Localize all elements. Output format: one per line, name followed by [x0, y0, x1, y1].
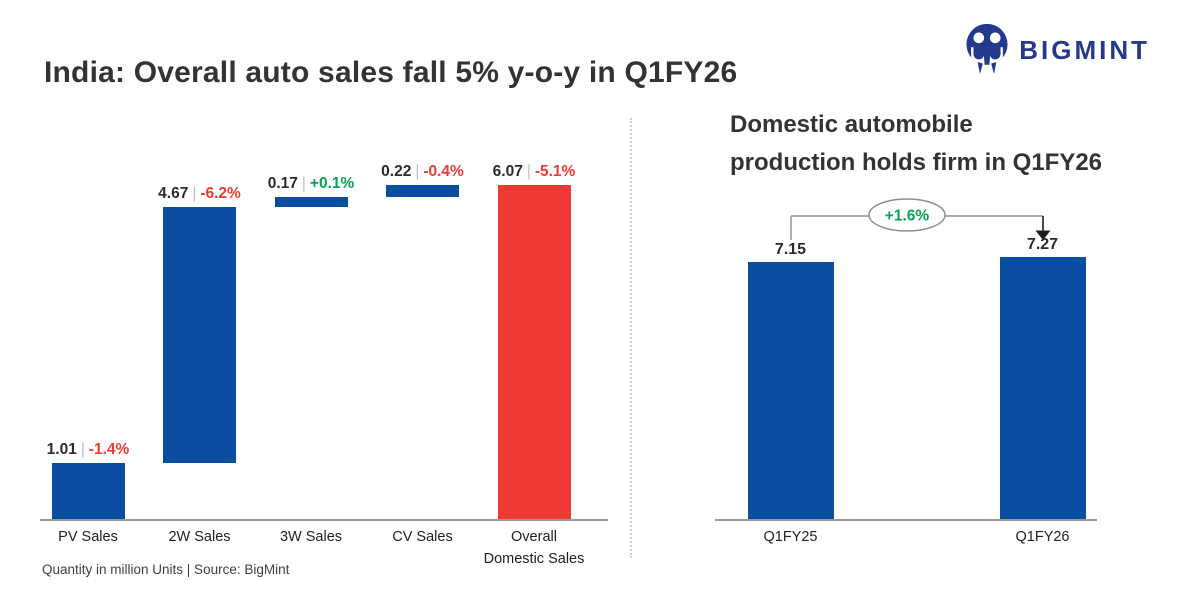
right-chart-title-line1: Domestic automobile — [730, 111, 973, 138]
tick-label-q1fy25: Q1FY25 — [763, 529, 818, 545]
yoy-change-text: -6.2% — [200, 184, 241, 202]
value-label-2w-sales: 4.67 | -6.2% — [115, 185, 285, 203]
label-separator: | — [415, 163, 420, 181]
bigmint-logo: BIGMINT — [964, 22, 1150, 78]
bigmint-logo-icon — [966, 23, 1008, 75]
tick-label-cv-sales: CV Sales — [392, 529, 453, 545]
value-text: 7.27 — [1026, 236, 1059, 254]
label-separator: | — [526, 163, 531, 181]
panel-divider — [630, 118, 632, 558]
label-separator: | — [301, 175, 306, 193]
value-text: 0.22 — [381, 163, 412, 181]
bar-q1fy26 — [999, 257, 1086, 519]
auto-sales-waterfall-chart: 1.01 | -1.4% PV Sales 4.67 | -6.2% 2W Sales 0.17… — [40, 140, 608, 567]
label-separator: | — [192, 184, 197, 202]
bar-pv-sales — [51, 463, 125, 519]
value-text: 0.17 — [267, 175, 298, 193]
bar-overall-domestic-sales — [497, 185, 571, 519]
bar-2w-sales — [163, 206, 236, 464]
yoy-change-text: -5.1% — [534, 163, 576, 181]
bar-cv-sales — [386, 185, 459, 198]
value-text: 1.01 — [46, 441, 77, 459]
value-label-q1fy26: 7.27 — [958, 236, 1128, 254]
page-title: India: Overall auto sales fall 5% y-o-y … — [44, 56, 738, 90]
value-label-3w-sales: 0.17 | +0.1% — [226, 175, 396, 193]
bar-3w-sales — [274, 197, 348, 207]
production-bar-chart: +1.6% 7.15 Q1FY25 7.27 Q1FY26 — [715, 195, 1097, 545]
growth-annotation-label: +1.6% — [885, 208, 930, 225]
tick-label-2w-sales: 2W Sales — [168, 529, 231, 545]
yoy-change-text: -0.4% — [423, 163, 464, 181]
value-text: 4.67 — [158, 184, 189, 202]
right-chart-title-line2: production holds firm in Q1FY26 — [730, 149, 1103, 176]
value-text: 6.07 — [492, 163, 523, 181]
right-chart-title: Domestic automobile production holds fir… — [730, 106, 1150, 182]
bar-q1fy25 — [747, 261, 834, 519]
yoy-change-text: -1.4% — [88, 441, 130, 459]
value-label-pv-sales: 1.01 | -1.4% — [3, 441, 173, 459]
tick-label-pv-sales: PV Sales — [58, 529, 118, 545]
value-label-cv-sales: 0.22 | -0.4% — [338, 163, 508, 181]
tick-label-overall-domestic-sales: Overall Domestic Sales — [483, 529, 585, 567]
value-label-overall-domestic-sales: 6.07 | -5.1% — [449, 163, 619, 181]
source-note: Quantity in million Units | Source: BigM… — [42, 562, 290, 577]
value-label-q1fy25: 7.15 — [706, 241, 876, 259]
yoy-change-text: +0.1% — [309, 175, 355, 193]
label-separator: | — [80, 441, 85, 459]
tick-label-3w-sales: 3W Sales — [279, 529, 343, 545]
brand-name: BIGMINT — [1019, 34, 1150, 65]
value-text: 7.15 — [774, 240, 807, 258]
tick-label-q1fy26: Q1FY26 — [1015, 529, 1070, 545]
